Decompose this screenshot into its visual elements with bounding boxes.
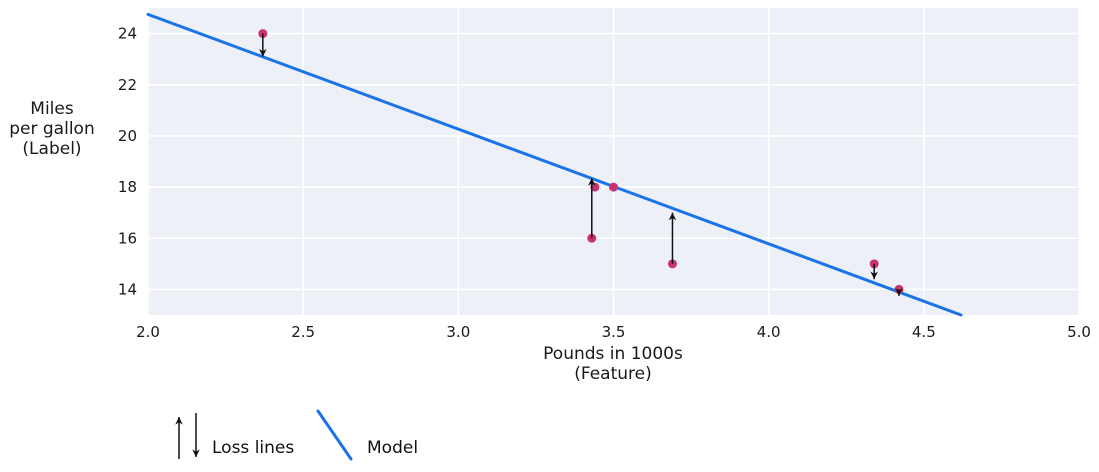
- y-tick-label: 16: [118, 229, 137, 247]
- x-tick-label: 4.5: [912, 323, 936, 341]
- y-axis-title: Miles per gallon (Label): [9, 99, 95, 159]
- x-axis-title: Pounds in 1000s (Feature): [543, 344, 683, 384]
- legend-model-label: Model: [367, 438, 419, 458]
- y-tick-label: 22: [118, 76, 137, 94]
- x-tick-label: 5.0: [1067, 323, 1091, 341]
- data-point: [609, 182, 618, 192]
- legend-loss-lines-label: Loss lines: [212, 438, 295, 458]
- y-tick-label: 24: [118, 25, 137, 43]
- x-tick-label: 4.0: [757, 323, 781, 341]
- x-tick-label: 2.5: [291, 323, 315, 341]
- x-tick-label: 2.0: [136, 323, 160, 341]
- model-line: [146, 12, 963, 317]
- y-tick-label: 14: [118, 280, 137, 298]
- x-tick-label: 3.0: [446, 323, 470, 341]
- y-tick-label: 20: [118, 127, 137, 145]
- legend-model-line-icon: [316, 409, 353, 461]
- plot-layer: 2.0 2.5 3.0 3.5 4.0 4.5 5.0 14 16 18 20 22 24: [118, 8, 1091, 461]
- y-tick-label: 18: [118, 178, 137, 196]
- x-tick-label: 3.5: [602, 323, 626, 341]
